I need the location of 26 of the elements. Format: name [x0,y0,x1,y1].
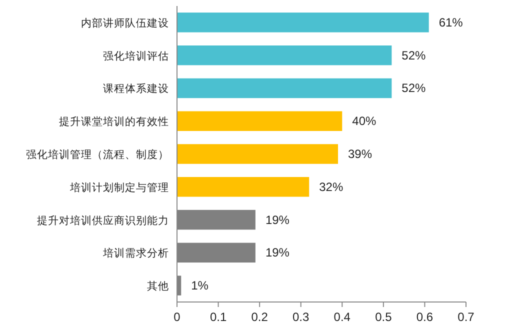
data-label: 39% [348,147,372,161]
y-tick-label: 其他 [147,280,169,293]
y-tick-label: 强化培训管理（流程、制度） [26,148,169,161]
y-tick-label: 培训需求分析 [102,246,169,260]
y-tick-label: 提升课堂培训的有效性 [59,115,169,128]
x-tick-label: 0.7 [458,310,475,324]
x-tick-label: 0.1 [210,310,227,324]
y-tick-label: 培训计划制定与管理 [69,180,169,194]
x-tick-label: 0.3 [292,310,310,324]
x-tick-label: 0.5 [375,310,392,324]
x-tick-label: 0.2 [251,310,268,324]
x-tick-label: 0 [174,310,181,324]
data-label: 32% [319,180,344,194]
y-tick-label: 课程体系建设 [103,82,169,96]
data-label: 52% [402,81,426,96]
data-label: 52% [402,48,426,62]
data-label: 61% [438,15,464,30]
x-tick-label: 0.6 [416,310,434,324]
y-tick-label: 强化培训评估 [103,49,169,62]
data-label: 19% [265,212,290,227]
y-tick-label: 内部讲师队伍建设 [81,16,169,30]
data-label: 1% [191,278,209,293]
x-tick-label: 0.4 [334,310,351,324]
y-tick-label: 提升对培训供应商识别能力 [37,214,169,227]
data-label: 40% [352,114,376,128]
data-label: 19% [265,246,290,260]
